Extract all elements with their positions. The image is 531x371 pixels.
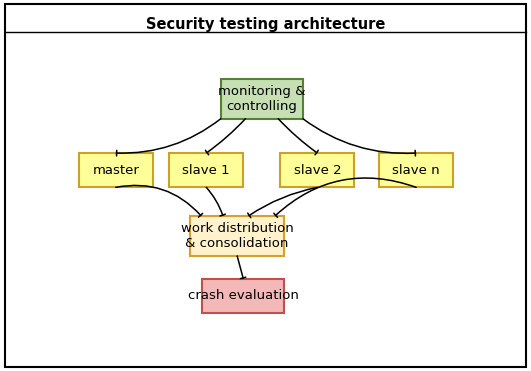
FancyBboxPatch shape	[221, 79, 303, 119]
Text: master: master	[92, 164, 139, 177]
FancyBboxPatch shape	[280, 153, 355, 187]
Text: slave 1: slave 1	[183, 164, 230, 177]
Text: work distribution
& consolidation: work distribution & consolidation	[181, 222, 294, 250]
Text: slave 2: slave 2	[294, 164, 341, 177]
FancyBboxPatch shape	[190, 216, 285, 256]
FancyBboxPatch shape	[79, 153, 153, 187]
Text: slave n: slave n	[392, 164, 440, 177]
Text: monitoring &
controlling: monitoring & controlling	[218, 85, 306, 113]
Text: crash evaluation: crash evaluation	[188, 289, 299, 302]
FancyBboxPatch shape	[202, 279, 285, 313]
FancyBboxPatch shape	[169, 153, 243, 187]
FancyBboxPatch shape	[379, 153, 453, 187]
Text: Security testing architecture: Security testing architecture	[146, 17, 385, 32]
